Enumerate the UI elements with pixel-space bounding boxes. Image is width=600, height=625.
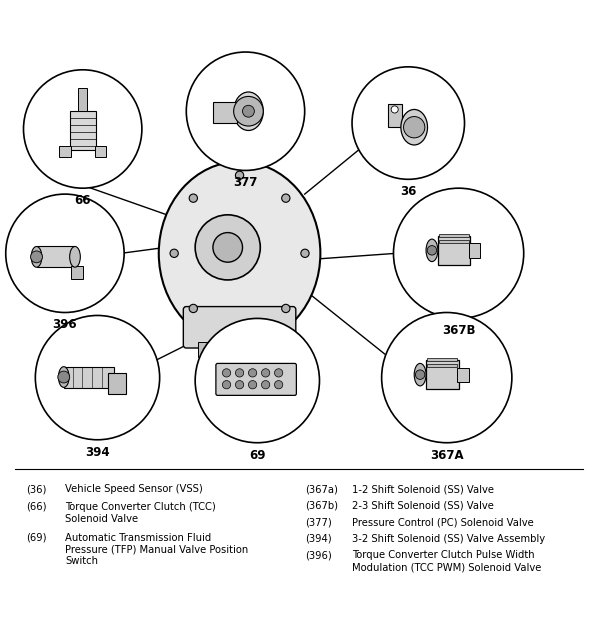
Text: 367A: 367A xyxy=(430,449,464,462)
Bar xyxy=(70,111,97,150)
Circle shape xyxy=(262,381,270,389)
Circle shape xyxy=(235,171,244,179)
Circle shape xyxy=(415,370,425,379)
Text: 396: 396 xyxy=(53,318,77,331)
Circle shape xyxy=(170,249,178,258)
Circle shape xyxy=(352,67,464,179)
Bar xyxy=(427,364,457,367)
Circle shape xyxy=(195,215,260,280)
Ellipse shape xyxy=(70,246,80,268)
Circle shape xyxy=(235,327,244,336)
Bar xyxy=(469,243,481,258)
Bar xyxy=(439,240,469,242)
Circle shape xyxy=(235,381,244,389)
Text: (69): (69) xyxy=(26,532,47,542)
Bar xyxy=(439,234,469,237)
Bar xyxy=(37,246,75,267)
Circle shape xyxy=(35,316,160,440)
Bar xyxy=(108,373,126,394)
Circle shape xyxy=(235,369,244,377)
Text: (394): (394) xyxy=(305,534,331,544)
Circle shape xyxy=(186,52,305,171)
Text: 66: 66 xyxy=(74,194,91,207)
Circle shape xyxy=(262,369,270,377)
Circle shape xyxy=(189,194,197,202)
Text: Vehicle Speed Sensor (VSS): Vehicle Speed Sensor (VSS) xyxy=(65,484,203,494)
Circle shape xyxy=(23,70,142,188)
Circle shape xyxy=(274,381,283,389)
Bar xyxy=(213,102,236,123)
Bar xyxy=(71,266,83,279)
Text: 394: 394 xyxy=(85,446,110,459)
Bar xyxy=(388,104,403,127)
Text: (377): (377) xyxy=(305,518,331,528)
Bar xyxy=(245,342,256,357)
Ellipse shape xyxy=(159,161,320,345)
Text: 3-2 Shift Solenoid (SS) Valve Assembly: 3-2 Shift Solenoid (SS) Valve Assembly xyxy=(352,534,545,544)
Bar xyxy=(64,367,114,388)
FancyBboxPatch shape xyxy=(184,307,296,348)
Circle shape xyxy=(248,381,257,389)
Bar xyxy=(438,236,470,265)
Text: 2-3 Shift Solenoid (SS) Valve: 2-3 Shift Solenoid (SS) Valve xyxy=(352,501,494,511)
Text: (396): (396) xyxy=(305,551,331,561)
Text: Torque Converter Clutch (TCC)
Solenoid Valve: Torque Converter Clutch (TCC) Solenoid V… xyxy=(65,502,215,524)
Text: Pressure Control (PC) Solenoid Valve: Pressure Control (PC) Solenoid Valve xyxy=(352,518,534,528)
Circle shape xyxy=(281,194,290,202)
Circle shape xyxy=(427,246,437,255)
Circle shape xyxy=(233,96,263,126)
Circle shape xyxy=(58,371,70,383)
Circle shape xyxy=(6,194,124,312)
Circle shape xyxy=(189,304,197,312)
Bar xyxy=(78,88,88,111)
Ellipse shape xyxy=(426,239,438,262)
Ellipse shape xyxy=(58,367,69,388)
Circle shape xyxy=(195,318,319,442)
Circle shape xyxy=(223,381,230,389)
Text: 36: 36 xyxy=(400,185,416,198)
Text: (367a): (367a) xyxy=(305,484,338,494)
Circle shape xyxy=(281,304,290,312)
Text: 377: 377 xyxy=(233,176,257,189)
Bar xyxy=(59,146,71,158)
Text: 69: 69 xyxy=(249,449,266,462)
Bar xyxy=(427,358,457,361)
Text: (367b): (367b) xyxy=(305,501,338,511)
FancyBboxPatch shape xyxy=(216,363,296,396)
Circle shape xyxy=(31,251,43,262)
Text: 1-2 Shift Solenoid (SS) Valve: 1-2 Shift Solenoid (SS) Valve xyxy=(352,484,494,494)
Circle shape xyxy=(382,312,512,442)
Ellipse shape xyxy=(31,246,42,268)
Ellipse shape xyxy=(233,92,263,131)
Bar xyxy=(95,146,106,158)
Bar xyxy=(222,342,232,357)
Text: Automatic Transmission Fluid
Pressure (TFP) Manual Valve Position
Switch: Automatic Transmission Fluid Pressure (T… xyxy=(65,532,248,566)
Text: 367B: 367B xyxy=(442,324,475,338)
Circle shape xyxy=(301,249,309,258)
Circle shape xyxy=(404,116,425,138)
Circle shape xyxy=(223,369,230,377)
Text: (36): (36) xyxy=(26,484,47,494)
Bar xyxy=(426,360,458,389)
Ellipse shape xyxy=(401,109,428,145)
Circle shape xyxy=(391,106,398,113)
Ellipse shape xyxy=(414,363,426,386)
Text: (66): (66) xyxy=(26,502,47,512)
Circle shape xyxy=(394,188,524,318)
Circle shape xyxy=(242,105,254,117)
Bar xyxy=(198,342,209,357)
Circle shape xyxy=(248,369,257,377)
Text: Torque Converter Clutch Pulse Width
Modulation (TCC PWM) Solenoid Valve: Torque Converter Clutch Pulse Width Modu… xyxy=(352,551,541,572)
Circle shape xyxy=(274,369,283,377)
Circle shape xyxy=(213,232,242,262)
Bar xyxy=(457,368,469,382)
